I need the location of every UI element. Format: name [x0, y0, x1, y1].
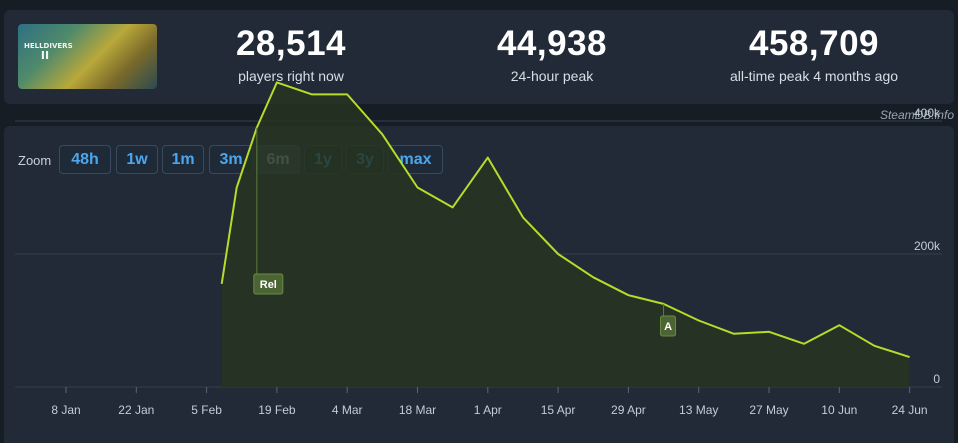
game-cover-image[interactable]: HELLDIVERS II: [18, 24, 157, 89]
annotation-label: Rel: [260, 279, 277, 291]
y-tick-label: 400k: [914, 106, 941, 120]
all-time-peak-stat: 458,709 all-time peak 4 months ago: [704, 24, 924, 84]
zoom-48h-button[interactable]: 48h: [59, 145, 111, 174]
x-tick-label: 10 Jun: [821, 403, 857, 417]
game-logo: HELLDIVERS II: [24, 42, 73, 62]
x-tick-label: 5 Feb: [191, 403, 222, 417]
x-tick-label: 15 Apr: [541, 403, 576, 417]
daily-peak-stat: 44,938 24-hour peak: [452, 24, 652, 84]
x-tick-label: 1 Apr: [474, 403, 502, 417]
all-time-peak-value: 458,709: [748, 24, 880, 63]
current-players-value: 28,514: [235, 24, 347, 63]
zoom-label: Zoom: [18, 153, 52, 168]
zoom-1m-button[interactable]: 1m: [162, 145, 204, 174]
y-tick-label: 0: [933, 372, 940, 386]
x-tick-label: 13 May: [679, 403, 718, 417]
x-tick-label: 4 Mar: [332, 403, 363, 417]
current-players-stat: 28,514 players right now: [191, 24, 391, 84]
stats-panel: HELLDIVERS II 28,514 players right now 4…: [4, 10, 954, 104]
zoom-1w-button[interactable]: 1w: [116, 145, 158, 174]
x-tick-label: 29 Apr: [611, 403, 646, 417]
current-players-label: players right now: [238, 68, 344, 84]
daily-peak-label: 24-hour peak: [510, 68, 594, 84]
series-area: [221, 82, 910, 388]
annotation-flag: [253, 273, 284, 295]
annotation-flag: [660, 315, 677, 337]
x-tick-label: 8 Jan: [51, 403, 80, 417]
x-tick-label: 24 Jun: [892, 403, 928, 417]
y-tick-label: 200k: [914, 239, 941, 253]
x-tick-label: 18 Mar: [399, 403, 436, 417]
series-line: [220, 81, 910, 359]
steamdb-credit[interactable]: SteamDB.info: [879, 108, 954, 122]
daily-peak-value: 44,938: [496, 24, 608, 63]
x-tick-label: 19 Feb: [258, 403, 296, 417]
x-tick-label: 27 May: [749, 403, 788, 417]
all-time-peak-label: all-time peak 4 months ago: [729, 68, 899, 84]
annotation-label: A: [664, 321, 672, 333]
x-tick-label: 22 Jan: [118, 403, 154, 417]
